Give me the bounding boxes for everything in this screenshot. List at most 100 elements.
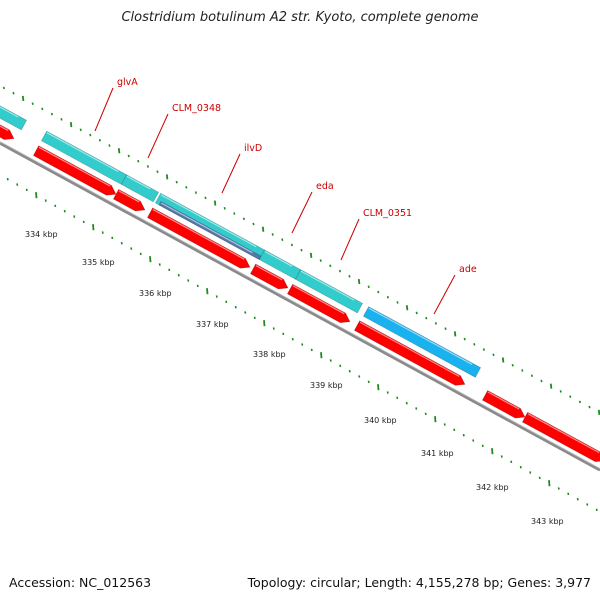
- cds-arrow: [249, 263, 289, 290]
- scale-minor-tick: [301, 343, 304, 346]
- minor-tick: [89, 133, 92, 137]
- cds-arrow: [112, 188, 146, 212]
- major-tick: [597, 409, 600, 415]
- scale-minor-tick: [453, 428, 456, 432]
- scale-minor-tick: [443, 423, 446, 426]
- gene-label: eda: [316, 181, 334, 192]
- callout-line: [433, 274, 456, 315]
- minor-tick: [530, 374, 533, 378]
- scale-label: 337 kbp: [196, 320, 229, 329]
- callout-line: [221, 153, 241, 194]
- minor-tick: [12, 91, 15, 95]
- gene-subband: [158, 201, 262, 260]
- minor-tick: [319, 259, 322, 262]
- scale-major-tick: [92, 224, 95, 231]
- scale-minor-tick: [73, 215, 76, 218]
- gene-label: CLM_0348: [172, 103, 221, 114]
- scale-major-tick: [434, 416, 437, 423]
- minor-tick: [31, 102, 34, 105]
- scale-minor-tick: [339, 364, 342, 368]
- scale-minor-tick: [187, 279, 190, 282]
- outer-tick-track: [2, 86, 600, 415]
- scale-minor-tick: [567, 492, 570, 496]
- major-tick: [405, 305, 409, 311]
- major-tick: [309, 252, 313, 258]
- scale-minor-tick: [168, 268, 171, 272]
- cds-arrow: [521, 411, 600, 463]
- scale-minor-tick: [282, 332, 285, 336]
- major-tick: [213, 200, 217, 206]
- minor-tick: [50, 112, 53, 116]
- cds-arrow: [353, 320, 466, 386]
- scale-minor-tick: [16, 183, 19, 186]
- cds-arrow: [0, 120, 15, 140]
- gene-block: [258, 249, 302, 280]
- minor-tick: [252, 222, 255, 226]
- scale-minor-tick: [367, 380, 370, 384]
- scale-minor-tick: [510, 460, 513, 464]
- major-tick: [21, 95, 25, 102]
- gene-label: glvA: [117, 77, 138, 88]
- gene-block: [0, 101, 28, 131]
- cds-arrow: [286, 283, 351, 324]
- cds-arrow: [146, 207, 251, 269]
- minor-tick: [108, 144, 111, 147]
- scale-minor-tick: [396, 396, 399, 400]
- scale-minor-tick: [415, 407, 418, 410]
- map-title: Clostridium botulinum A2 str. Kyoto, com…: [121, 10, 479, 25]
- scale-minor-tick: [139, 252, 142, 256]
- major-tick: [357, 278, 361, 285]
- minor-tick: [146, 165, 149, 168]
- scale-minor-tick: [253, 316, 256, 320]
- minor-tick: [578, 400, 581, 404]
- scale-tick-track: [6, 177, 598, 512]
- callout-line: [147, 113, 169, 159]
- major-tick: [501, 357, 505, 363]
- scale-minor-tick: [54, 204, 57, 208]
- genome-backbone: [0, 141, 600, 472]
- minor-tick: [463, 337, 466, 341]
- minor-tick: [521, 369, 524, 372]
- gene-block: [362, 306, 482, 378]
- scale-label: 342 kbp: [476, 483, 509, 492]
- feature-track: [0, 101, 600, 463]
- scale-minor-tick: [529, 471, 532, 474]
- scale-minor-tick: [101, 231, 104, 234]
- gene-label: CLM_0351: [363, 208, 412, 219]
- scale-minor-tick: [481, 444, 484, 448]
- scale-minor-tick: [63, 209, 66, 213]
- scale-minor-tick: [424, 412, 427, 416]
- minor-tick: [233, 212, 236, 215]
- genome-stats-text: Topology: circular; Length: 4,155,278 bp…: [247, 575, 591, 590]
- scale-major-tick: [491, 448, 494, 455]
- scale-minor-tick: [538, 476, 541, 480]
- scale-minor-tick: [225, 300, 228, 304]
- minor-tick: [329, 264, 332, 268]
- minor-tick: [79, 128, 82, 132]
- scale-minor-tick: [557, 487, 560, 490]
- scale-minor-tick: [576, 497, 579, 501]
- minor-tick: [444, 327, 447, 330]
- minor-tick: [2, 86, 5, 90]
- callout-line: [291, 191, 313, 234]
- scale-minor-tick: [329, 359, 332, 362]
- gene-block: [294, 269, 364, 314]
- scale-minor-tick: [500, 455, 503, 458]
- scale-label: 335 kbp: [82, 258, 115, 267]
- scale-minor-tick: [405, 401, 408, 405]
- scale-minor-tick: [519, 465, 522, 469]
- gene-label: ilvD: [244, 143, 262, 154]
- minor-tick: [386, 295, 389, 299]
- scale-label: 334 kbp: [25, 230, 58, 239]
- scale-minor-tick: [82, 220, 85, 224]
- scale-minor-tick: [358, 375, 361, 378]
- scale-major-tick: [206, 288, 209, 295]
- minor-tick: [41, 107, 44, 111]
- minor-tick: [396, 301, 399, 304]
- minor-tick: [175, 180, 178, 184]
- minor-tick: [281, 238, 284, 242]
- minor-tick: [204, 196, 207, 200]
- scale-label: 340 kbp: [364, 416, 397, 425]
- scale-minor-tick: [177, 273, 180, 277]
